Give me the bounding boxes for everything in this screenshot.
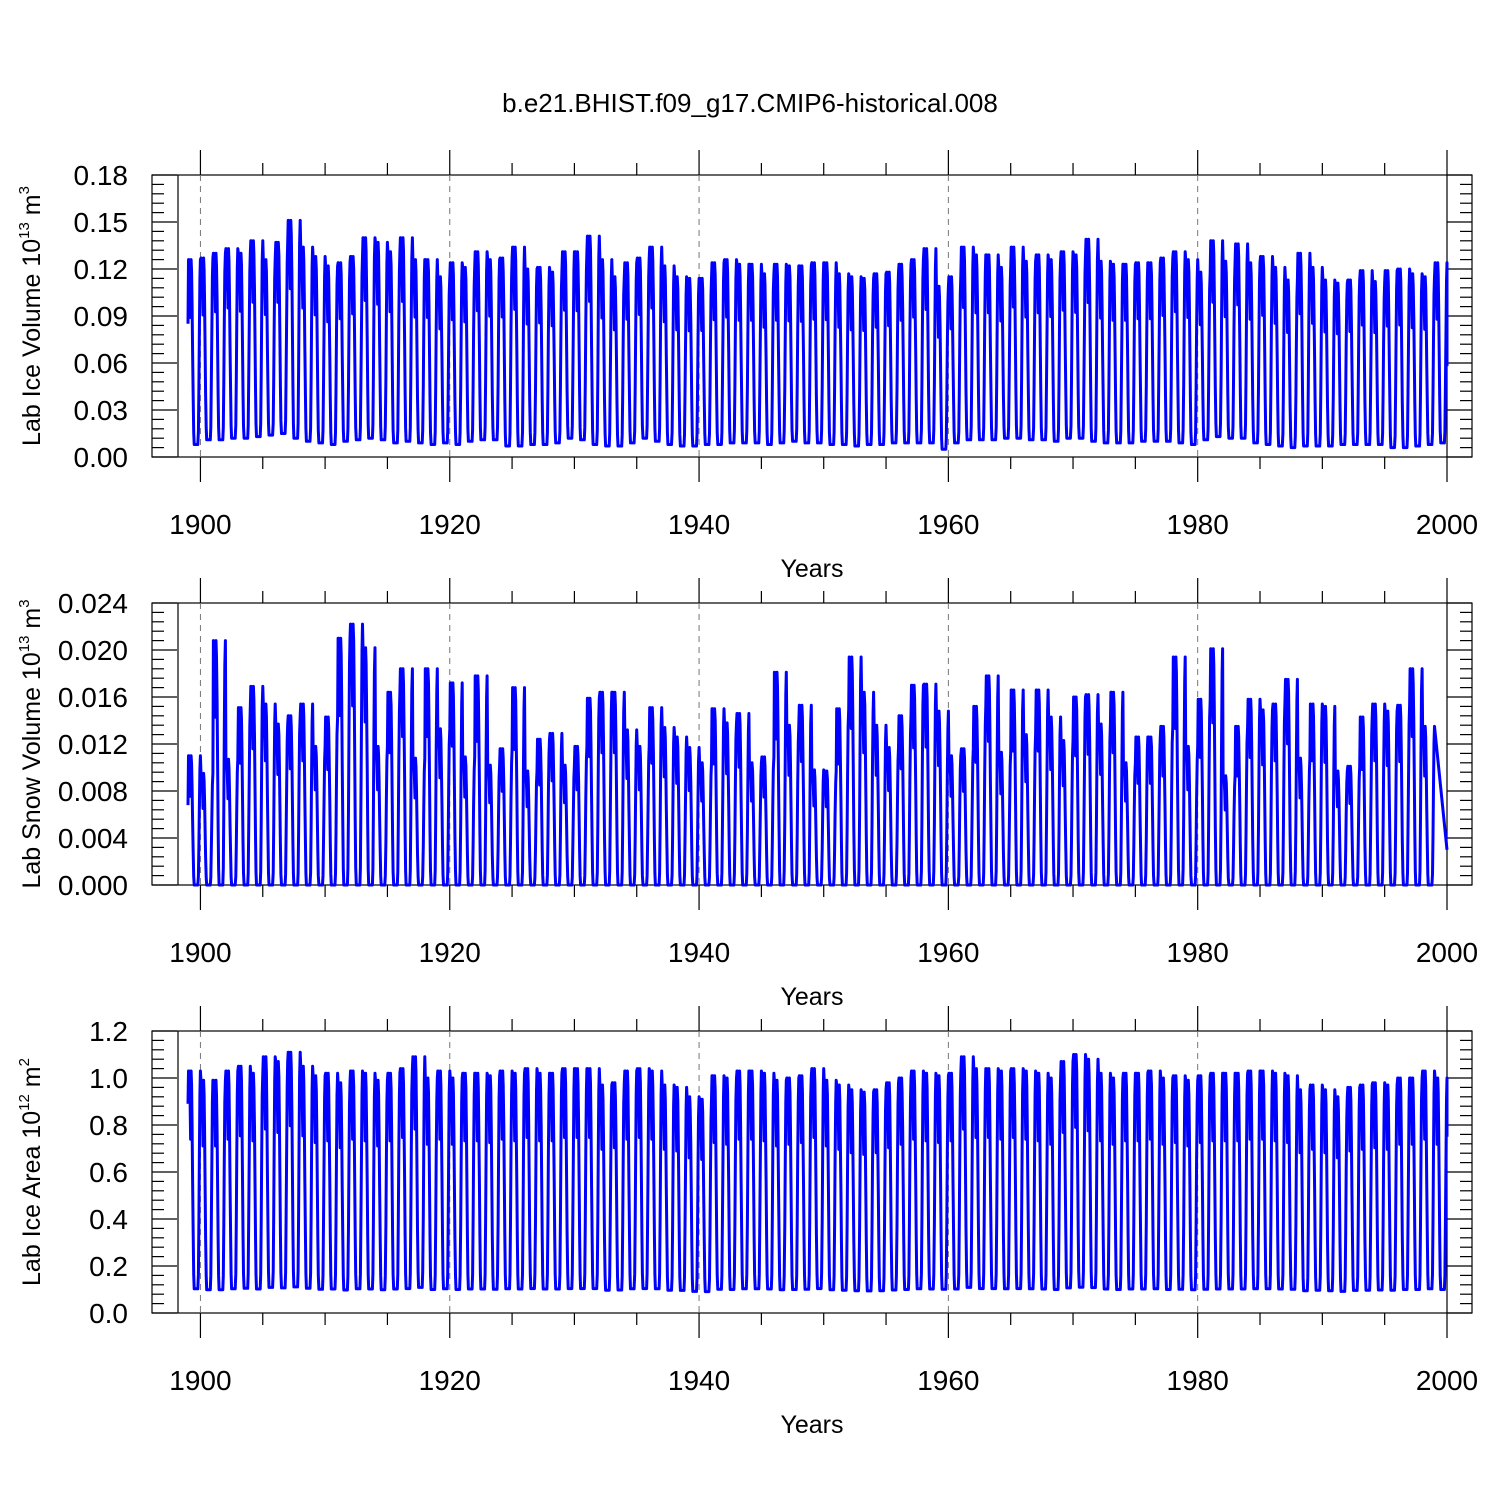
y-label-exponent: 13 — [16, 222, 33, 239]
series-line — [186, 622, 1449, 887]
x-axis-label: Years — [780, 983, 843, 1011]
y-tick-label: 0.15 — [74, 207, 129, 238]
y-label-unit-exponent: 2 — [16, 1058, 33, 1066]
y-tick-label: 0.004 — [58, 823, 128, 854]
y-tick-label: 1.0 — [89, 1063, 128, 1094]
x-tick-label: 2000 — [1416, 937, 1478, 968]
x-tick-label: 1940 — [668, 509, 730, 540]
y-tick-label: 0.008 — [58, 776, 128, 807]
y-tick-label: 0.00 — [74, 442, 129, 473]
y-axis-label: Lab Ice Volume 1013 m3 — [16, 186, 46, 446]
figure-title: b.e21.BHIST.f09_g17.CMIP6-historical.008 — [502, 88, 998, 118]
x-tick-label: 1920 — [419, 1365, 481, 1396]
y-axis-label: Lab Ice Area 1012 m2 — [16, 1058, 46, 1286]
y-label-unit-exponent: 3 — [16, 186, 33, 194]
x-tick-label: 1920 — [419, 937, 481, 968]
x-tick-label: 1900 — [169, 937, 231, 968]
y-tick-label: 0.016 — [58, 682, 128, 713]
x-tick-label: 1900 — [169, 1365, 231, 1396]
y-tick-label: 0.020 — [58, 635, 128, 666]
x-tick-label: 1940 — [668, 1365, 730, 1396]
x-tick-label: 1980 — [1167, 1365, 1229, 1396]
x-tick-label: 2000 — [1416, 1365, 1478, 1396]
y-tick-label: 0.06 — [74, 348, 129, 379]
panel-ice-volume: 0.00 0.03 0.06 0.09 0.12 0.15 0.18 1900 1920 194… — [16, 150, 1478, 583]
y-tick-label: 0.000 — [58, 870, 128, 901]
series-line — [186, 218, 1449, 451]
panel-ice-area: 0.0 0.2 0.4 0.6 0.8 1.0 1.2 1900 1920 1940 1960 19… — [16, 1006, 1478, 1439]
x-tick-label: 1920 — [419, 509, 481, 540]
y-tick-label: 0.024 — [58, 588, 128, 619]
x-axis-ticks: 1900 1920 1940 1960 1980 2000 — [169, 578, 1478, 968]
y-axis-ticks: 0.0 0.2 0.4 0.6 0.8 1.0 1.2 — [89, 1016, 1472, 1329]
y-tick-label: 0.18 — [74, 160, 129, 191]
series-line — [186, 1050, 1449, 1294]
x-tick-label: 1960 — [917, 1365, 979, 1396]
y-label-text: Lab Ice Volume 10 — [18, 239, 46, 446]
x-tick-label: 1980 — [1167, 509, 1229, 540]
y-tick-label: 0.2 — [89, 1251, 128, 1282]
x-axis-label: Years — [780, 555, 843, 583]
y-axis-ticks: 0.000 0.004 0.008 0.012 0.016 0.020 0.024 — [58, 588, 1472, 901]
y-axis-ticks: 0.00 0.03 0.06 0.09 0.12 0.15 0.18 — [74, 160, 1472, 473]
y-tick-label: 0.03 — [74, 395, 129, 426]
y-label-text: Lab Ice Area 10 — [18, 1111, 46, 1286]
panel-snow-volume: 0.000 0.004 0.008 0.012 0.016 0.020 0.024 1900… — [16, 578, 1478, 1011]
x-tick-label: 1960 — [917, 937, 979, 968]
y-label-unit: m — [18, 1066, 46, 1094]
x-tick-label: 1960 — [917, 509, 979, 540]
y-tick-label: 0.12 — [74, 254, 129, 285]
y-tick-label: 0.6 — [89, 1157, 128, 1188]
y-tick-label: 0.8 — [89, 1110, 128, 1141]
y-tick-label: 0.09 — [74, 301, 129, 332]
y-label-unit: m — [18, 608, 46, 636]
x-tick-label: 1940 — [668, 937, 730, 968]
y-label-text: Lab Snow Volume 10 — [18, 652, 46, 888]
y-label-unit-exponent: 3 — [16, 599, 33, 607]
x-tick-label: 1900 — [169, 509, 231, 540]
y-axis-label: Lab Snow Volume 1013 m3 — [16, 599, 46, 888]
y-label-exponent: 13 — [16, 636, 33, 653]
y-label-unit: m — [18, 194, 46, 222]
y-tick-label: 0.0 — [89, 1298, 128, 1329]
y-label-exponent: 12 — [16, 1094, 33, 1111]
x-tick-label: 1980 — [1167, 937, 1229, 968]
x-axis-ticks: 1900 1920 1940 1960 1980 2000 — [169, 150, 1478, 540]
y-tick-label: 0.012 — [58, 729, 128, 760]
y-tick-label: 1.2 — [89, 1016, 128, 1047]
x-axis-label: Years — [780, 1411, 843, 1439]
x-tick-label: 2000 — [1416, 509, 1478, 540]
y-tick-label: 0.4 — [89, 1204, 128, 1235]
